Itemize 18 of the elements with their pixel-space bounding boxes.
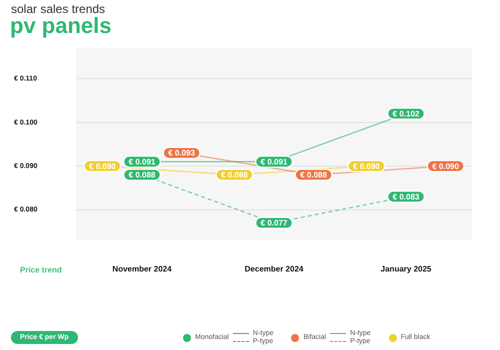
data-label: € 0.091 (128, 157, 156, 166)
x-tick-label: January 2025 (380, 264, 432, 274)
chart-title: pv panels (10, 13, 112, 39)
data-label: € 0.093 (168, 148, 196, 158)
data-label: € 0.090 (432, 162, 460, 171)
data-label: € 0.090 (89, 162, 116, 171)
data-label: € 0.088 (300, 170, 328, 180)
chart-subtitle: solar sales trends (11, 2, 106, 16)
x-tick-label: November 2024 (112, 264, 172, 274)
data-label: € 0.091 (260, 157, 288, 166)
data-label: € 0.088 (221, 170, 248, 180)
data-label: € 0.090 (353, 162, 380, 171)
data-label: € 0.102 (392, 109, 420, 118)
x-tick-label: December 2024 (244, 264, 304, 274)
x-axis-title: Price trend (20, 266, 62, 275)
data-label: € 0.088 (128, 170, 156, 180)
data-label: € 0.083 (392, 192, 420, 202)
data-label: € 0.077 (260, 218, 288, 228)
